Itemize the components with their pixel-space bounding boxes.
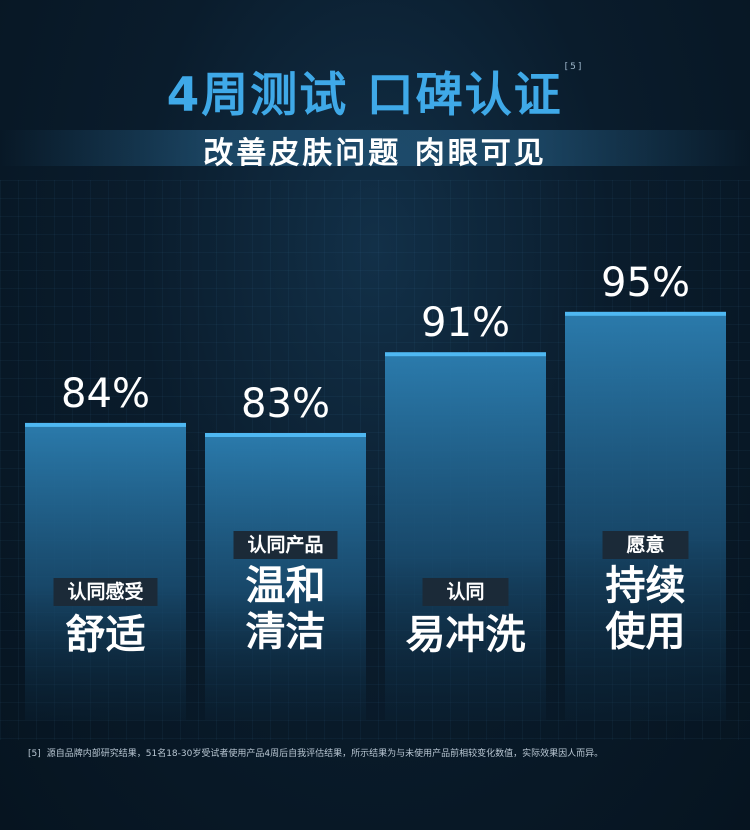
footnote: [5] 源自品牌内部研究结果，51名18-30岁受试者使用产品4周后自我评估结果，… xyxy=(28,746,603,759)
bar-tag-4: 愿意 xyxy=(626,533,664,556)
bar-top-line-1 xyxy=(25,422,186,427)
title-reference: [5] xyxy=(564,62,584,72)
bar-value-label-2: 83% xyxy=(241,381,330,427)
title-text: 4周测试 口碑认证 xyxy=(166,68,563,123)
bar-top-line-3 xyxy=(385,352,546,357)
bar-1 xyxy=(25,424,186,720)
bar-category-label-2-line-1: 温和 xyxy=(246,563,326,609)
subtitle-banner xyxy=(0,130,750,166)
bar-tag-3: 认同 xyxy=(446,580,484,603)
bar-value-label-1: 84% xyxy=(61,371,150,417)
bar-tag-bg-2 xyxy=(233,531,338,559)
bar-tag-bg-3 xyxy=(422,578,509,606)
page-title: 4周测试 口碑认证[5] xyxy=(0,56,750,125)
bar-category-label-1-line-1: 舒适 xyxy=(66,612,146,658)
bar-value-label-3: 91% xyxy=(421,300,510,346)
bar-top-line-2 xyxy=(205,433,366,437)
footnote-ref: [5] xyxy=(28,749,41,759)
page-subtitle: 改善皮肤问题 肉眼可见 xyxy=(203,136,547,171)
bar-tag-bg-4 xyxy=(602,531,689,559)
bar-tag-1: 认同感受 xyxy=(67,580,143,603)
bar-top-line-4 xyxy=(565,311,726,316)
bar-4 xyxy=(565,313,726,720)
bar-2 xyxy=(205,435,366,720)
bar-3 xyxy=(385,354,546,720)
bar-category-label-3-line-1: 易冲洗 xyxy=(406,612,526,658)
bar-value-label-4: 95% xyxy=(601,260,690,306)
bar-category-label-2-line-2: 清洁 xyxy=(246,609,326,655)
bar-category-label-4-line-1: 持续 xyxy=(606,563,686,609)
footnote-text: 源自品牌内部研究结果，51名18-30岁受试者使用产品4周后自我评估结果，所示结… xyxy=(46,749,604,759)
bar-tag-bg-1 xyxy=(53,578,158,606)
bar-category-label-4-line-2: 使用 xyxy=(606,609,686,655)
bar-tag-2: 认同产品 xyxy=(247,533,323,556)
